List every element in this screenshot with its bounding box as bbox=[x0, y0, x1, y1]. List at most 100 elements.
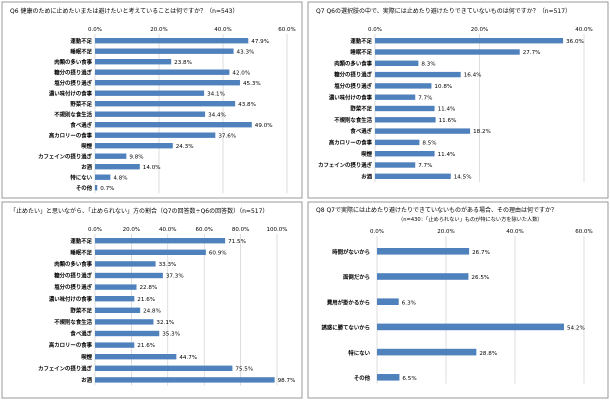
bar bbox=[95, 342, 135, 348]
category-label: 運動不足 bbox=[70, 37, 92, 45]
data-label: 18.2% bbox=[473, 129, 491, 135]
bar bbox=[95, 272, 163, 279]
category-label: 野菜不足 bbox=[70, 100, 92, 108]
bar bbox=[95, 249, 206, 255]
bar bbox=[95, 284, 137, 290]
data-label: 26.5% bbox=[471, 275, 489, 281]
bar bbox=[95, 296, 135, 302]
x-tick-label: 20.0% bbox=[150, 27, 167, 33]
data-label: 27.7% bbox=[523, 50, 541, 56]
bar bbox=[95, 69, 230, 75]
data-label: 7.7% bbox=[418, 95, 432, 101]
data-label: 10.8% bbox=[434, 84, 452, 90]
panel-border bbox=[1, 201, 303, 399]
bar bbox=[375, 83, 432, 89]
category-label: 高カロリーの食事 bbox=[49, 131, 93, 139]
x-tick-label: 40.0% bbox=[575, 27, 592, 33]
bar bbox=[95, 143, 173, 149]
category-label: その他 bbox=[354, 374, 371, 382]
data-label: 28.8% bbox=[479, 351, 497, 357]
category-label: 費用が掛かるから bbox=[327, 298, 370, 306]
bar bbox=[375, 117, 436, 123]
chart-panel-1: Q6 健康のために止めたいまたは避けたいと考えていることは何ですか？（n=543… bbox=[1, 1, 303, 199]
data-label: 43.8% bbox=[238, 102, 256, 108]
bar bbox=[377, 323, 564, 331]
chart-title: 「止めたい」と思いながら、「止められない」方の割合（Q7の回答数÷Q6の回答数）… bbox=[10, 207, 268, 215]
data-label: 4.8% bbox=[113, 175, 127, 181]
category-label: 濃い味付けの食事 bbox=[49, 295, 93, 303]
category-label: 不規則な食生活 bbox=[54, 318, 92, 326]
bar bbox=[375, 60, 419, 66]
category-label: 不規則な食生活 bbox=[334, 116, 372, 124]
category-label: 高カロリーの食事 bbox=[329, 139, 373, 147]
data-label: 22.8% bbox=[139, 285, 157, 291]
data-label: 42.0% bbox=[232, 70, 250, 76]
chart-title: Q8 Q7で実際には止めたり避けたりできていないものがある場合、その理由は何です… bbox=[316, 206, 557, 214]
data-label: 8.3% bbox=[421, 61, 435, 67]
bar bbox=[375, 139, 420, 146]
bar bbox=[95, 153, 127, 159]
x-tick-label: 100.0% bbox=[267, 227, 288, 233]
data-label: 7.7% bbox=[418, 163, 432, 169]
x-tick-label: 80.0% bbox=[232, 227, 249, 233]
data-label: 44.7% bbox=[179, 355, 197, 361]
bar bbox=[95, 48, 234, 54]
x-tick-label: 20.0% bbox=[123, 227, 140, 233]
category-label: 睡眠不足 bbox=[70, 47, 92, 55]
data-label: 11.6% bbox=[439, 118, 457, 124]
category-label: 高カロリーの食事 bbox=[49, 341, 93, 349]
category-label: お酒 bbox=[81, 376, 92, 384]
category-label: 喫煙 bbox=[81, 142, 92, 150]
bar bbox=[95, 307, 141, 313]
data-label: 6.5% bbox=[402, 376, 416, 382]
bar bbox=[377, 248, 470, 255]
bar bbox=[95, 330, 160, 337]
data-label: 54.2% bbox=[567, 326, 585, 332]
bar bbox=[95, 38, 249, 44]
data-label: 35.3% bbox=[162, 332, 180, 338]
category-label: その他 bbox=[76, 184, 93, 192]
bar bbox=[95, 90, 205, 96]
bar bbox=[95, 174, 111, 180]
category-label: 糖分の摂り過ぎ bbox=[54, 68, 92, 76]
panel-border bbox=[307, 201, 609, 399]
data-label: 16.4% bbox=[464, 73, 482, 79]
data-label: 24.3% bbox=[176, 144, 194, 150]
x-tick-label: 0.0% bbox=[88, 227, 102, 233]
category-label: 時間がないから bbox=[332, 248, 370, 256]
data-label: 33.3% bbox=[159, 262, 177, 268]
bar bbox=[95, 122, 252, 128]
x-tick-label: 40.0% bbox=[214, 27, 231, 33]
category-label: 食べ過ぎ bbox=[70, 121, 92, 129]
panel-border bbox=[307, 1, 609, 199]
category-label: 睡眠不足 bbox=[70, 248, 92, 256]
bar bbox=[95, 132, 216, 138]
data-label: 75.5% bbox=[235, 366, 253, 372]
bar bbox=[375, 162, 416, 168]
data-label: 43.3% bbox=[237, 49, 255, 55]
chart-panel-3: 「止めたい」と思いながら、「止められない」方の割合（Q7の回答数÷Q6の回答数）… bbox=[1, 201, 303, 399]
category-label: 塩分の摂り過ぎ bbox=[334, 82, 372, 90]
bar bbox=[95, 354, 177, 360]
category-label: 肉類の多い食事 bbox=[54, 260, 92, 268]
category-label: 肉類の多い食事 bbox=[54, 58, 92, 66]
bar bbox=[95, 238, 226, 244]
category-label: 肉類の多い食事 bbox=[334, 59, 372, 67]
category-label: 特にない bbox=[70, 173, 92, 181]
category-label: 食べ過ぎ bbox=[350, 127, 372, 135]
data-label: 37.3% bbox=[166, 274, 184, 280]
category-label: 面倒だから bbox=[343, 273, 370, 281]
data-label: 34.4% bbox=[208, 112, 226, 118]
bar bbox=[95, 111, 206, 117]
x-tick-label: 0.0% bbox=[88, 27, 102, 33]
bar bbox=[375, 173, 451, 179]
bar bbox=[375, 128, 471, 134]
category-label: 塩分の摂り過ぎ bbox=[54, 79, 92, 87]
data-label: 8.5% bbox=[422, 141, 436, 147]
bar bbox=[95, 59, 172, 65]
data-label: 24.8% bbox=[143, 308, 161, 314]
panel-border bbox=[1, 1, 303, 199]
bar bbox=[95, 365, 233, 371]
bar bbox=[95, 261, 156, 267]
